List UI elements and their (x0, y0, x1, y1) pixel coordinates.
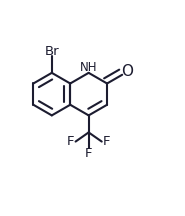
Text: F: F (85, 146, 92, 159)
Text: O: O (121, 65, 133, 79)
Text: F: F (103, 135, 111, 148)
Text: NH: NH (80, 61, 97, 74)
Text: Br: Br (44, 45, 59, 58)
Text: F: F (67, 135, 74, 148)
